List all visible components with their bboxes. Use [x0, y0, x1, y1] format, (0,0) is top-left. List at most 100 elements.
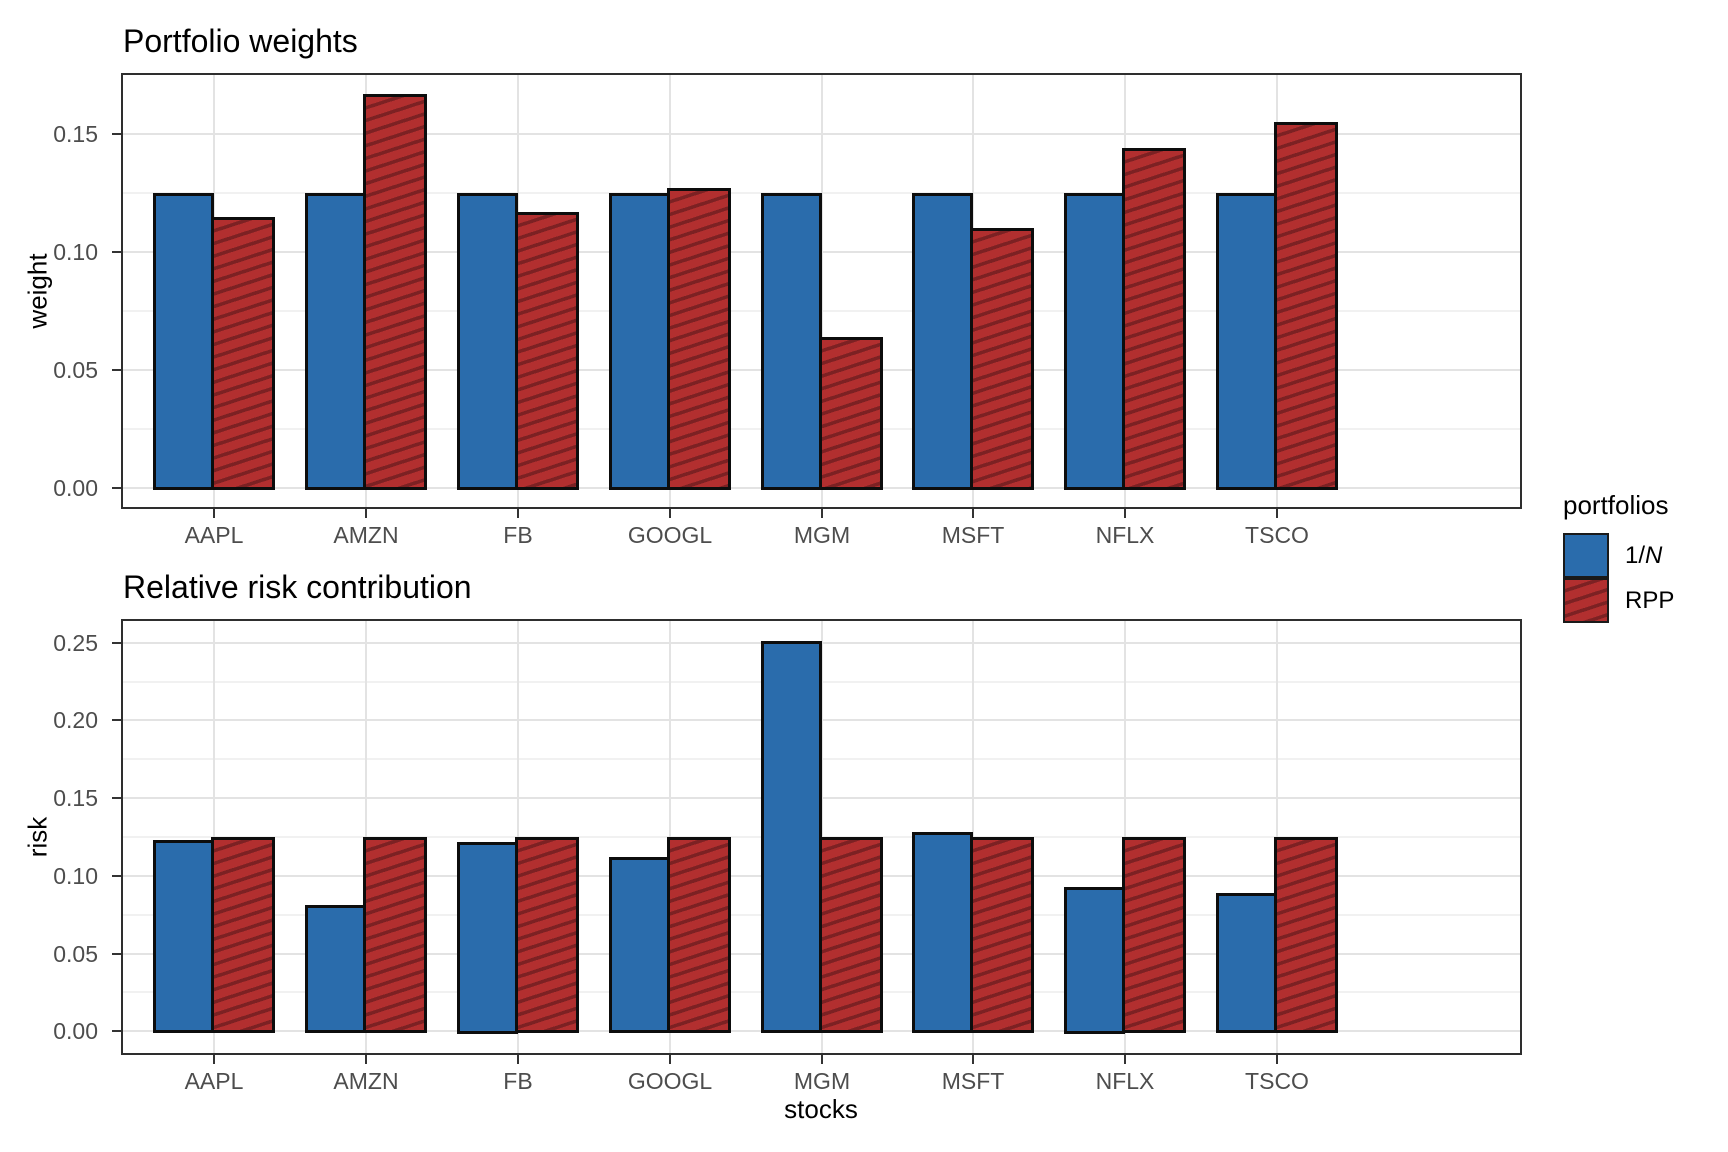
x-tick-mark — [1124, 509, 1126, 518]
bar-one-over-n-AAPL — [153, 193, 214, 490]
legend-label-pre: 1/ — [1625, 541, 1646, 569]
top-chart-title: Portfolio weights — [123, 23, 358, 59]
y-tick-mark — [112, 369, 121, 371]
x-tick-mark — [821, 509, 823, 518]
bar-one-over-n-AMZN — [305, 193, 366, 490]
x-tick-label-MGM: MGM — [793, 522, 851, 548]
x-tick-mark — [365, 1055, 367, 1064]
bottom-chart-title: Relative risk contribution — [123, 569, 472, 605]
bar-one-over-n-AMZN — [305, 905, 366, 1033]
x-tick-label-AMZN: AMZN — [333, 522, 399, 548]
y-tick-mark — [112, 642, 121, 644]
x-tick-mark — [1276, 509, 1278, 518]
x-axis-title: stocks — [784, 1094, 858, 1124]
bar-one-over-n-NFLX — [1064, 193, 1125, 490]
y-tick-label: 0.25 — [53, 630, 98, 656]
bar-one-over-n-TSCO — [1216, 193, 1277, 490]
legend-label-italic-n: N — [1645, 541, 1663, 569]
legend-item-one-over-n: 1/N — [1563, 533, 1674, 578]
y-tick-label: 0.20 — [53, 707, 98, 733]
bar-rpp-AAPL — [211, 217, 275, 490]
y-tick-label: 0.00 — [53, 475, 98, 501]
bar-one-over-n-MSFT — [912, 193, 973, 490]
x-tick-mark — [517, 1055, 519, 1064]
x-tick-label-TSCO: TSCO — [1245, 1068, 1309, 1094]
y-tick-mark — [112, 251, 121, 253]
y-tick-mark — [112, 719, 121, 721]
bar-one-over-n-FB — [457, 842, 518, 1034]
legend-key-blue-swatch — [1563, 533, 1609, 578]
plot-panel — [123, 621, 1520, 1053]
bar-one-over-n-GOOGL — [609, 857, 670, 1033]
bar-rpp-NFLX — [1122, 148, 1186, 490]
bar-one-over-n-AAPL — [153, 840, 214, 1033]
bar-rpp-AMZN — [363, 94, 427, 490]
y-tick-label: 0.10 — [53, 239, 98, 265]
bar-one-over-n-MGM — [761, 641, 822, 1033]
legend-item-rpp: RPP — [1563, 578, 1674, 623]
plot-panel — [123, 75, 1520, 507]
x-tick-mark — [972, 509, 974, 518]
legend-title: portfolios — [1563, 490, 1669, 520]
y-tick-label: 0.15 — [53, 121, 98, 147]
y-tick-mark — [112, 1030, 121, 1032]
x-tick-label-GOOGL: GOOGL — [627, 1068, 713, 1094]
x-tick-label-GOOGL: GOOGL — [627, 522, 713, 548]
y-tick-label: 0.15 — [53, 785, 98, 811]
y-tick-mark — [112, 133, 121, 135]
x-tick-mark — [669, 1055, 671, 1064]
x-tick-mark — [517, 509, 519, 518]
bar-one-over-n-MGM — [761, 193, 822, 490]
legend: portfolios 1/N RPP — [1563, 490, 1674, 623]
bar-rpp-NFLX — [1122, 837, 1186, 1033]
y-tick-mark — [112, 875, 121, 877]
x-tick-mark — [213, 1055, 215, 1064]
bar-rpp-AMZN — [363, 837, 427, 1033]
bar-one-over-n-NFLX — [1064, 887, 1125, 1034]
bar-rpp-MGM — [819, 337, 883, 490]
legend-label-rpp: RPP — [1625, 586, 1675, 614]
bar-rpp-TSCO — [1274, 122, 1338, 490]
bar-rpp-AAPL — [211, 837, 275, 1033]
y-tick-mark — [112, 953, 121, 955]
bar-one-over-n-GOOGL — [609, 193, 670, 490]
y-tick-label: 0.05 — [53, 357, 98, 383]
bar-one-over-n-FB — [457, 193, 518, 490]
bar-rpp-MSFT — [970, 228, 1034, 490]
legend-label-one-over-n: 1/N — [1625, 542, 1662, 570]
x-tick-label-FB: FB — [503, 1068, 533, 1094]
bar-rpp-MSFT — [970, 837, 1034, 1033]
x-tick-mark — [972, 1055, 974, 1064]
bar-rpp-FB — [515, 837, 579, 1033]
x-tick-mark — [1276, 1055, 1278, 1064]
y-tick-mark — [112, 487, 121, 489]
x-tick-label-MSFT: MSFT — [941, 522, 1005, 548]
x-tick-label-NFLX: NFLX — [1095, 1068, 1155, 1094]
bar-rpp-TSCO — [1274, 837, 1338, 1033]
x-tick-label-NFLX: NFLX — [1095, 522, 1155, 548]
x-tick-label-MSFT: MSFT — [941, 1068, 1005, 1094]
bar-rpp-FB — [515, 212, 579, 490]
x-tick-label-AAPL: AAPL — [184, 1068, 244, 1094]
bar-rpp-GOOGL — [667, 188, 731, 490]
x-tick-label-TSCO: TSCO — [1245, 522, 1309, 548]
x-tick-label-FB: FB — [503, 522, 533, 548]
y-tick-label: 0.05 — [53, 941, 98, 967]
legend-key-red-hatched-swatch — [1563, 578, 1609, 623]
y-tick-mark — [112, 797, 121, 799]
bar-one-over-n-MSFT — [912, 832, 973, 1033]
bar-rpp-MGM — [819, 837, 883, 1033]
y-tick-label: 0.10 — [53, 863, 98, 889]
x-tick-label-AMZN: AMZN — [333, 1068, 399, 1094]
x-tick-mark — [365, 509, 367, 518]
y-tick-label: 0.00 — [53, 1018, 98, 1044]
x-tick-mark — [213, 509, 215, 518]
bottom-chart-y-axis-title: risk — [22, 816, 53, 858]
x-tick-mark — [669, 509, 671, 518]
x-tick-mark — [821, 1055, 823, 1064]
x-tick-label-AAPL: AAPL — [184, 522, 244, 548]
x-tick-label-MGM: MGM — [793, 1068, 851, 1094]
bar-one-over-n-TSCO — [1216, 893, 1277, 1033]
bar-rpp-GOOGL — [667, 837, 731, 1033]
